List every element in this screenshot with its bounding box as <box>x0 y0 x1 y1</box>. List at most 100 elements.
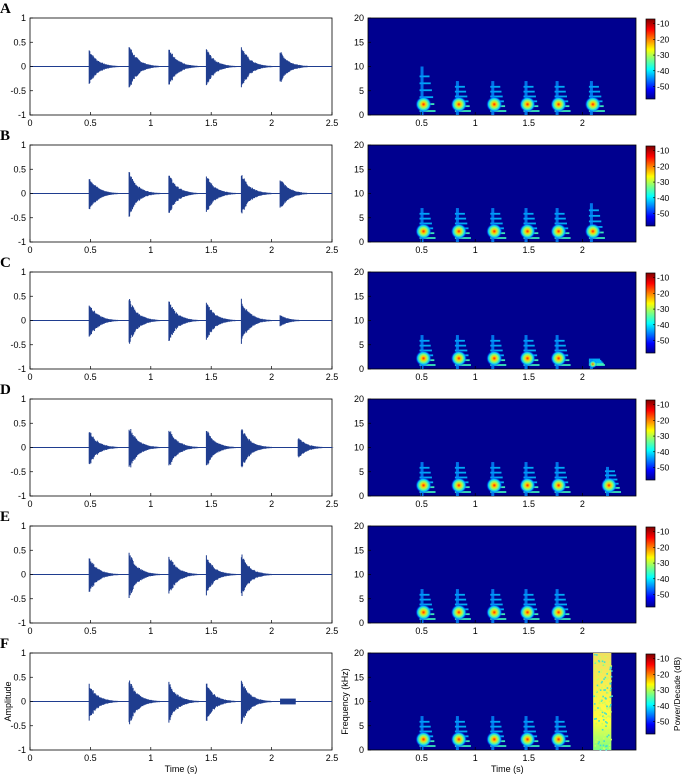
spectrogram-ytick-label: 20 <box>354 521 364 531</box>
waveform-noise-block <box>280 698 296 705</box>
waveform-burst <box>88 179 125 210</box>
spectrogram-ytick-label: 0 <box>359 745 364 755</box>
waveform-ytick-label: -0.5 <box>10 467 26 477</box>
spectrogram-xtick-label: 0.5 <box>415 245 428 255</box>
colorbar-tick-label: -20 <box>657 34 670 44</box>
waveform-xtick-label: 0.5 <box>84 245 97 255</box>
waveform-ytick-label: 0.5 <box>13 164 26 174</box>
waveform-ytick-label: 1 <box>21 521 26 531</box>
colorbar-tick-label: -30 <box>657 431 670 441</box>
waveform-xtick-label: 2 <box>269 626 274 636</box>
waveform-xtick-label: 2.5 <box>326 118 339 128</box>
spectrogram-ylabel: Frequency (kHz) <box>340 668 350 735</box>
waveform-ytick-label: -0.5 <box>10 86 26 96</box>
spectrogram-burst <box>415 589 436 623</box>
spectrogram-ytick-label: 20 <box>354 140 364 150</box>
spectrogram-burst <box>550 208 571 242</box>
waveform-xtick-label: 2 <box>269 118 274 128</box>
waveform-burst <box>168 49 205 85</box>
panel-label: B <box>0 128 10 144</box>
spectrogram-burst <box>415 66 436 115</box>
waveform-ytick-label: 0 <box>21 62 26 72</box>
colorbar-tick-label: -50 <box>657 208 670 218</box>
colorbar-tick-label: -20 <box>657 161 670 171</box>
waveform-xtick-label: 1.5 <box>205 626 218 636</box>
waveform-xtick-label: 1 <box>148 118 153 128</box>
waveform-ytick-label: 1 <box>21 394 26 404</box>
spectrogram-burst <box>519 462 540 496</box>
waveform-xtick-label: 1 <box>148 372 153 382</box>
waveform-burst <box>240 47 277 88</box>
colorbar-tick-label: -50 <box>657 81 670 91</box>
waveform-burst <box>88 305 125 337</box>
spectrogram-xtick-label: 1.5 <box>523 118 536 128</box>
waveform-ytick-label: -0.5 <box>10 213 26 223</box>
spectrogram-xtick-label: 1 <box>473 245 478 255</box>
waveform-burst <box>88 683 125 721</box>
spectrogram-ytick-label: 20 <box>354 267 364 277</box>
waveform-xtick-label: 0 <box>27 499 32 509</box>
spectrogram-burst <box>486 208 507 242</box>
spectrogram-noise <box>593 653 613 751</box>
spectrogram-ytick-label: 0 <box>359 364 364 374</box>
waveform-xtick-label: 0.5 <box>84 118 97 128</box>
waveform-xtick-label: 2.5 <box>326 245 339 255</box>
waveform-ytick-label: -1 <box>18 364 26 374</box>
waveform-xtick-label: 0.5 <box>84 626 97 636</box>
waveform-burst <box>297 438 334 458</box>
panel-label: E <box>0 509 10 525</box>
waveform-burst <box>240 554 277 596</box>
spectrogram-ytick-label: 15 <box>354 37 364 47</box>
waveform-xtick-label: 1 <box>148 753 153 763</box>
spectrogram-burst <box>519 208 540 242</box>
spectrogram-burst <box>450 335 471 369</box>
spectrogram-burst <box>588 358 605 369</box>
spectrogram-ytick-label: 10 <box>354 443 364 453</box>
waveform-xtick-label: 0 <box>27 245 32 255</box>
colorbar <box>645 399 656 481</box>
spectrogram-xtick-label: 2 <box>580 753 585 763</box>
spectrogram-xtick-label: 2 <box>580 118 585 128</box>
waveform-ytick-label: -1 <box>18 110 26 120</box>
waveform-xtick-label: 0 <box>27 753 32 763</box>
waveform-xtick-label: 0.5 <box>84 372 97 382</box>
waveform-burst <box>279 52 316 82</box>
waveform-xtick-label: 1.5 <box>205 245 218 255</box>
spectrogram-xtick-label: 1.5 <box>523 626 536 636</box>
colorbar-tick-label: -40 <box>657 701 670 711</box>
colorbar-tick-label: -20 <box>657 415 670 425</box>
waveform-ytick-label: 0 <box>21 570 26 580</box>
waveform-ytick-label: 0.5 <box>13 545 26 555</box>
waveform-ytick-label: 1 <box>21 267 26 277</box>
spectrogram-xtick-label: 0.5 <box>415 753 428 763</box>
spectrogram-xtick-label: 2 <box>580 372 585 382</box>
waveform-burst <box>205 176 242 212</box>
spectrogram-xtick-label: 1 <box>473 372 478 382</box>
waveform-burst <box>240 298 277 344</box>
spectrogram-burst <box>415 716 436 750</box>
waveform-ytick-label: -0.5 <box>10 594 26 604</box>
waveform-burst <box>128 172 165 217</box>
spectrogram-ytick-label: 5 <box>359 594 364 604</box>
waveform-xtick-label: 2 <box>269 753 274 763</box>
spectrogram-burst <box>550 335 571 369</box>
panel-label: D <box>0 382 11 398</box>
waveform-xtick-label: 0.5 <box>84 753 97 763</box>
spectrogram-burst <box>450 462 471 496</box>
spectrogram-ytick-label: 5 <box>359 86 364 96</box>
panel-label: A <box>0 1 11 17</box>
waveform-ytick-label: 0 <box>21 316 26 326</box>
colorbar-tick-label: -50 <box>657 716 670 726</box>
spectrogram-ytick-label: 0 <box>359 110 364 120</box>
colorbar-tick-label: -30 <box>657 177 670 187</box>
waveform-ytick-label: -1 <box>18 237 26 247</box>
spectrogram-xtick-label: 1 <box>473 499 478 509</box>
colorbar-tick-label: -30 <box>657 685 670 695</box>
spectrogram-burst <box>550 716 571 750</box>
waveform-ytick-label: -1 <box>18 618 26 628</box>
waveform-xtick-label: 2 <box>269 372 274 382</box>
waveform-burst <box>88 558 125 592</box>
